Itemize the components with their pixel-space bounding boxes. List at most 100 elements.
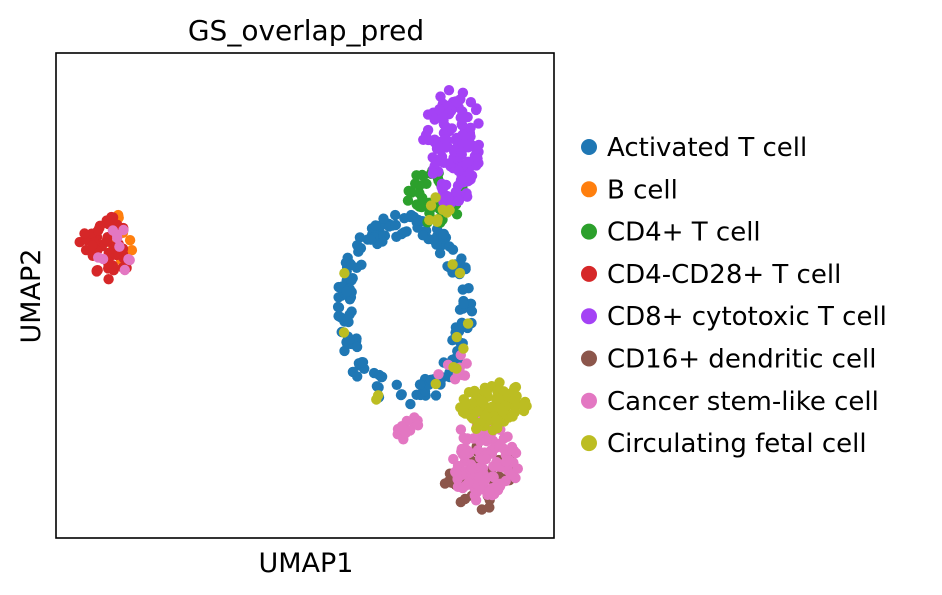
scatter-point-0 (438, 228, 450, 240)
legend-label: B cell (607, 175, 678, 205)
scatter-point-7 (467, 413, 478, 424)
scatter-point-4 (435, 91, 446, 102)
scatter-point-4 (453, 195, 465, 206)
legend-label: Cancer stem-like cell (607, 387, 879, 417)
scatter-point-3 (101, 235, 113, 246)
scatter-point-6 (472, 445, 484, 456)
scatter-point-7 (476, 395, 487, 407)
scatter-point-6 (93, 252, 104, 263)
scatter-point-0 (390, 209, 401, 221)
scatter-point-7 (447, 259, 458, 270)
scatter-point-4 (470, 143, 482, 155)
scatter-point-4 (440, 179, 452, 191)
scatter-point-0 (417, 230, 428, 241)
scatter-point-4 (456, 147, 467, 158)
scatter-point-7 (517, 400, 529, 412)
scatter-point-6 (451, 468, 462, 480)
plot-frame (55, 52, 555, 539)
scatter-point-3 (87, 240, 98, 251)
scatter-point-7 (371, 394, 382, 405)
scatter-point-6 (119, 264, 130, 276)
scatter-point-3 (92, 225, 104, 236)
scatter-point-6 (491, 461, 503, 472)
legend-label: CD4-CD28+ T cell (607, 260, 841, 290)
scatter-point-7 (458, 343, 469, 354)
scatter-point-0 (352, 240, 363, 251)
scatter-point-7 (451, 331, 462, 343)
scatter-point-0 (378, 213, 389, 224)
scatter-point-6 (484, 486, 495, 497)
scatter-point-0 (457, 284, 468, 295)
scatter-point-6 (512, 463, 523, 474)
scatter-point-6 (500, 456, 512, 467)
scatter-point-7 (454, 267, 466, 279)
scatter-point-6 (458, 432, 469, 444)
scatter-point-0 (376, 372, 387, 383)
legend-label: CD4+ T cell (607, 218, 761, 248)
scatter-point-6 (470, 495, 482, 506)
scatter-point-0 (332, 301, 344, 313)
scatter-point-0 (351, 341, 363, 353)
scatter-point-7 (430, 378, 441, 390)
scatter-point-7 (492, 422, 503, 434)
legend-label: Activated T cell (607, 133, 807, 163)
scatter-point-0 (458, 298, 469, 309)
scatter-point-7 (494, 377, 505, 388)
scatter-point-4 (418, 134, 429, 145)
scatter-point-4 (427, 168, 439, 179)
scatter-points (74, 85, 532, 515)
scatter-point-0 (447, 244, 459, 255)
scatter-point-0 (344, 309, 355, 320)
scatter-point-6 (505, 469, 517, 480)
scatter-point-7 (424, 214, 435, 226)
scatter-point-4 (462, 191, 473, 202)
y-axis-label: UMAP2 (16, 249, 47, 344)
scatter-point-4 (429, 114, 440, 125)
x-axis-label: UMAP1 (259, 548, 354, 579)
scatter-point-4 (434, 104, 445, 115)
scatter-point-1 (126, 245, 138, 256)
legend: Activated T cell B cell CD4+ T cell CD4-CD2… (581, 133, 887, 459)
scatter-point-0 (354, 232, 366, 243)
scatter-point-4 (457, 87, 469, 99)
scatter-point-2 (410, 178, 421, 189)
scatter-point-3 (79, 228, 90, 239)
legend-marker (581, 223, 597, 240)
scatter-point-7 (493, 393, 504, 404)
scatter-point-4 (440, 134, 451, 145)
scatter-point-7 (448, 362, 459, 373)
scatter-point-2 (414, 188, 425, 199)
scatter-point-7 (507, 411, 518, 422)
scatter-point-0 (395, 389, 407, 401)
scatter-point-6 (433, 369, 444, 380)
scatter-point-4 (430, 157, 441, 169)
scatter-point-7 (425, 200, 437, 211)
scatter-point-1 (124, 235, 136, 246)
scatter-point-7 (441, 207, 453, 218)
scatter-point-7 (486, 401, 497, 413)
scatter-point-0 (406, 209, 417, 221)
scatter-point-6 (480, 474, 491, 486)
scatter-point-4 (450, 186, 461, 198)
scatter-point-6 (510, 447, 522, 459)
scatter-point-6 (463, 477, 474, 488)
scatter-point-4 (458, 177, 469, 188)
scatter-point-0 (344, 334, 355, 345)
scatter-point-4 (438, 111, 449, 123)
scatter-point-0 (371, 381, 383, 392)
scatter-point-0 (365, 234, 377, 245)
scatter-point-3 (103, 274, 114, 285)
scatter-point-5 (476, 504, 488, 515)
scatter-point-0 (466, 306, 478, 317)
legend-label: CD8+ cytotoxic T cell (607, 302, 887, 332)
chart-title: GS_overlap_pred (188, 14, 424, 47)
scatter-point-0 (346, 259, 357, 271)
scatter-point-4 (422, 124, 434, 136)
scatter-point-4 (446, 123, 458, 134)
scatter-point-4 (456, 119, 467, 130)
scatter-point-4 (471, 103, 482, 114)
scatter-point-6 (488, 472, 499, 483)
scatter-point-7 (469, 386, 480, 397)
scatter-point-4 (463, 156, 474, 167)
